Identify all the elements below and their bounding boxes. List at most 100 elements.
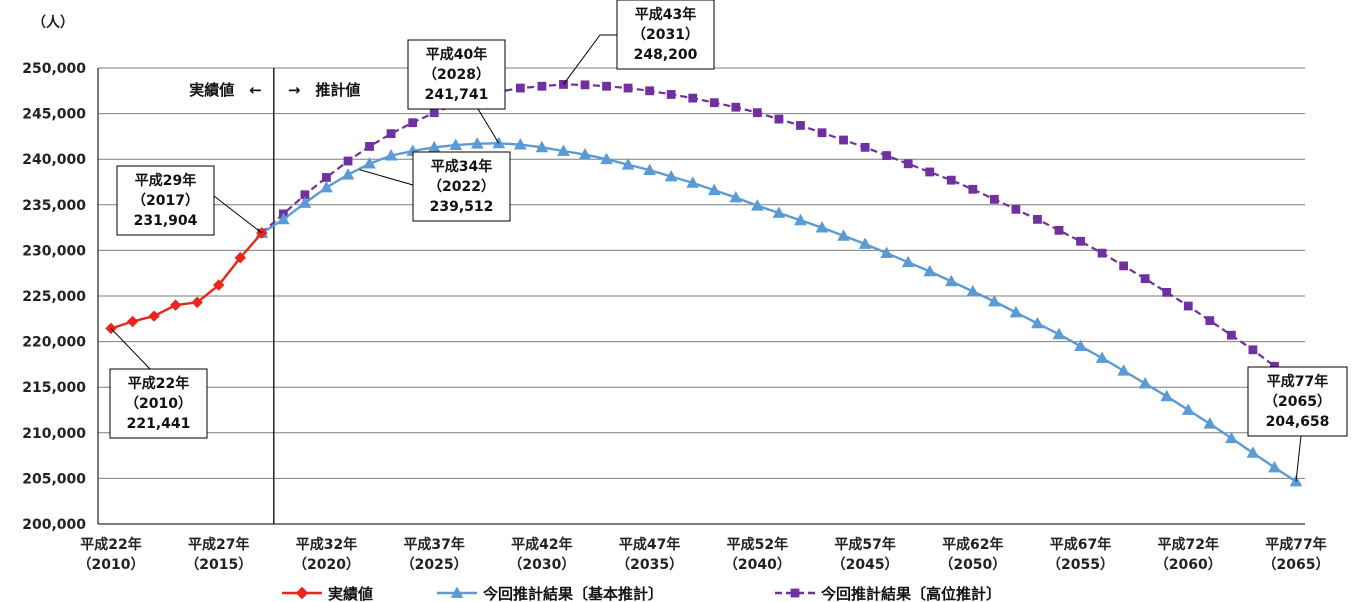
data-point-square xyxy=(1270,361,1279,371)
y-tick-label: 215,000 xyxy=(22,380,86,396)
data-point-diamond xyxy=(213,279,225,291)
data-point-triangle xyxy=(923,264,937,277)
series-2 xyxy=(257,80,1279,371)
data-point-square xyxy=(1140,274,1150,284)
data-point-diamond xyxy=(148,310,160,322)
data-point-triangle xyxy=(664,169,678,182)
y-unit-label: （人） xyxy=(32,14,74,31)
data-point-triangle xyxy=(988,294,1001,307)
x-tick-year-label: （2025） xyxy=(401,557,468,573)
data-point-triangle xyxy=(837,229,850,241)
data-point-triangle xyxy=(1246,446,1260,458)
data-point-square xyxy=(903,159,913,169)
data-point-triangle xyxy=(341,168,355,180)
x-tick-year-label: （2060） xyxy=(1155,557,1222,573)
data-point-triangle xyxy=(729,190,743,203)
callout-h34: 平成34年 （2022） 239,512 xyxy=(359,151,511,222)
data-point-triangle xyxy=(1052,327,1066,340)
data-point-square xyxy=(1205,316,1215,326)
legend: 実績値 今回推計結果〔基本推計〕 今回推計結果〔高位推計〕 xyxy=(282,585,1001,602)
x-tick-year-label: （2050） xyxy=(939,557,1006,573)
grid-lines xyxy=(97,67,1305,525)
data-point-triangle xyxy=(643,163,656,176)
data-point-triangle xyxy=(514,138,527,150)
data-point-triangle xyxy=(880,246,893,259)
y-tick-label: 210,000 xyxy=(22,426,86,442)
data-point-triangle xyxy=(384,149,398,161)
x-tick-era-label: 平成42年 xyxy=(511,536,572,553)
data-point-square xyxy=(1054,225,1064,235)
callout-text: 平成40年 xyxy=(426,46,487,63)
data-point-square xyxy=(1097,248,1107,258)
callout-leader xyxy=(1295,435,1302,482)
data-point-square xyxy=(817,128,827,138)
x-tick-year-label: （2040） xyxy=(724,557,791,573)
data-point-triangle xyxy=(1009,305,1023,318)
x-tick-era-label: 平成37年 xyxy=(403,536,464,553)
callout-leader xyxy=(110,328,151,370)
callout-text: 平成43年 xyxy=(635,6,696,23)
y-tick-label: 240,000 xyxy=(22,152,86,168)
data-point-triangle xyxy=(600,152,613,165)
legend-label: 実績値 xyxy=(328,585,373,602)
x-tick-era-label: 平成77年 xyxy=(1265,536,1326,553)
callout-leader xyxy=(563,34,617,85)
divider-right-label: → 推計値 xyxy=(288,81,361,99)
legend-label: 今回推計結果〔高位推計〕 xyxy=(820,585,1001,602)
data-point-square xyxy=(968,184,978,194)
x-tick-era-label: 平成52年 xyxy=(727,536,788,553)
x-tick-year-label: （2015） xyxy=(185,557,252,573)
data-point-square xyxy=(1162,287,1172,297)
x-tick-era-label: 平成47年 xyxy=(619,536,680,553)
data-point-square xyxy=(386,129,396,139)
data-point-square xyxy=(1011,204,1021,214)
data-point-square xyxy=(946,175,956,185)
callout-text: （2022） xyxy=(428,179,495,195)
data-point-square xyxy=(1183,301,1193,311)
data-point-triangle xyxy=(815,221,829,233)
callout-text: 231,904 xyxy=(134,213,198,229)
y-tick-label: 235,000 xyxy=(22,198,86,214)
data-point-triangle xyxy=(320,180,333,193)
data-point-square xyxy=(925,167,935,177)
x-tick-era-label: 平成32年 xyxy=(296,536,357,553)
y-axis: 200,000 205,000 210,000 215,000 220,000 225,0… xyxy=(22,61,86,533)
data-point-square xyxy=(343,156,353,166)
data-point-square xyxy=(796,121,805,130)
data-point-square xyxy=(515,83,525,93)
callout-h40: 平成40年 （2028） 241,741 xyxy=(407,39,506,144)
legend-item-1: 今回推計結果〔基本推計〕 xyxy=(437,585,663,602)
data-point-square xyxy=(623,83,633,93)
data-point-square xyxy=(774,114,784,124)
data-point-triangle xyxy=(1138,377,1152,389)
data-point-triangle xyxy=(1117,364,1130,376)
legend-item-2: 今回推計結果〔高位推計〕 xyxy=(775,585,1001,602)
series-line xyxy=(110,232,263,330)
callout-box xyxy=(116,165,215,236)
data-point-triangle xyxy=(449,138,463,150)
x-tick-year-label: （2020） xyxy=(293,557,360,573)
data-point-triangle xyxy=(686,176,700,188)
callout-text: 平成34年 xyxy=(431,158,492,175)
data-point-square xyxy=(602,81,611,91)
legend-item-0: 実績値 xyxy=(282,585,373,602)
callout-box xyxy=(412,151,511,222)
data-point-diamond xyxy=(126,315,139,328)
data-point-triangle xyxy=(1268,460,1281,473)
data-point-triangle xyxy=(1031,316,1044,329)
data-point-triangle xyxy=(277,212,290,225)
callout-h43: 平成43年 （2031） 248,200 xyxy=(563,0,715,85)
series-1 xyxy=(255,136,1303,487)
data-point-triangle xyxy=(751,199,764,211)
y-tick-label: 200,000 xyxy=(22,517,86,533)
x-tick-year-label: （2010） xyxy=(78,557,145,573)
callout-leader xyxy=(477,108,500,144)
data-point-triangle xyxy=(944,274,958,287)
data-point-triangle xyxy=(794,213,807,226)
y-tick-label: 245,000 xyxy=(22,107,86,123)
data-point-square xyxy=(537,81,547,91)
data-point-triangle xyxy=(621,158,635,170)
data-point-triangle xyxy=(557,144,570,156)
callout-h77: 平成77年 （2065） 204,658 xyxy=(1247,366,1348,482)
